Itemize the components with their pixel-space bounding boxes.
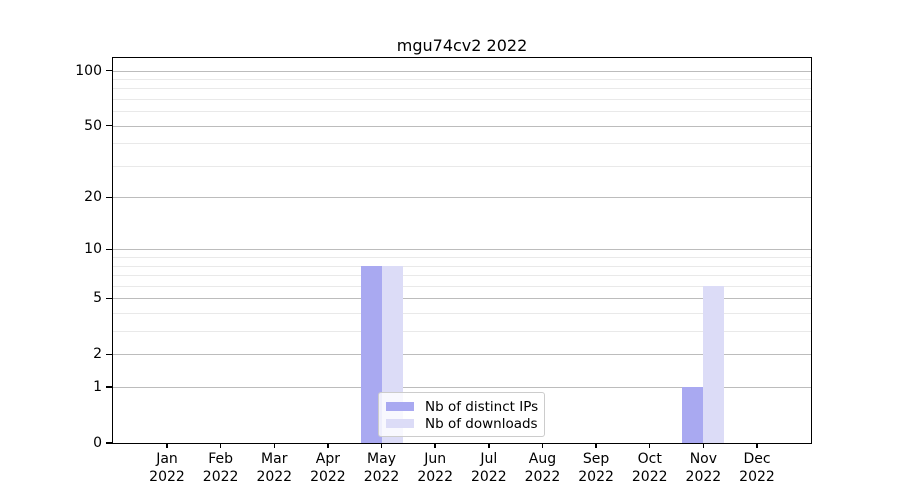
plot-area [112, 57, 812, 444]
x-tick-mark [434, 443, 436, 448]
y-gridline-minor [113, 165, 811, 167]
x-tick-mark [380, 443, 383, 448]
bar-downloads-Nov [703, 285, 725, 443]
x-tick-mark [756, 443, 758, 448]
y-tick-mark [106, 386, 113, 388]
x-tick-label-dec: Dec 2022 [739, 451, 775, 485]
x-tick-mark [219, 443, 222, 448]
plot-content [113, 58, 811, 443]
legend-item-distinct-ips: Nb of distinct IPs [386, 398, 539, 415]
x-tick-mark [273, 443, 276, 448]
y-tick-mark [106, 353, 113, 356]
y-gridline-major [113, 298, 811, 300]
y-tick-label: 50 [84, 117, 102, 134]
x-tick-mark [327, 443, 329, 448]
y-gridline-minor [113, 78, 811, 80]
y-tick-label: 1 [93, 379, 102, 396]
bar-distinct-ips-May [360, 265, 382, 443]
y-gridline-minor [113, 331, 811, 333]
x-tick-label-sep: Sep 2022 [578, 451, 614, 485]
legend-swatch-distinct-ips [386, 402, 414, 411]
x-tick-label-oct: Oct 2022 [631, 451, 668, 485]
y-gridline-minor [113, 111, 811, 113]
x-tick-label-jun: Jun 2022 [417, 451, 453, 485]
legend-label-distinct-ips: Nb of distinct IPs [425, 398, 539, 415]
y-gridline-major [113, 387, 811, 389]
y-tick-label: 100 [75, 62, 102, 79]
y-tick-mark [106, 442, 113, 444]
y-gridline-major [113, 125, 811, 127]
y-tick-mark [106, 248, 113, 251]
y-tick-label: 20 [84, 189, 102, 206]
y-gridline-minor [113, 98, 811, 100]
y-gridline-minor [113, 257, 811, 259]
x-tick-label-apr: Apr 2022 [310, 451, 346, 485]
y-gridline-major [113, 70, 811, 72]
y-gridline-minor [113, 285, 811, 287]
y-tick-mark [106, 297, 113, 300]
y-gridline-minor [113, 265, 811, 267]
bar-distinct-ips-Nov [682, 387, 704, 443]
y-gridline-minor [113, 88, 811, 90]
y-gridline-minor [113, 275, 811, 277]
y-tick-label: 10 [84, 241, 102, 258]
y-tick-mark [106, 196, 113, 199]
y-tick-label: 2 [93, 346, 102, 363]
x-tick-label-jul: Jul 2022 [470, 451, 507, 485]
y-gridline-major [113, 354, 811, 356]
legend-item-downloads: Nb of downloads [386, 415, 538, 432]
x-tick-mark [595, 443, 597, 448]
x-tick-label-nov: Nov 2022 [685, 451, 722, 485]
y-gridline-minor [113, 143, 811, 145]
x-tick-mark [648, 443, 651, 448]
x-tick-label-aug: Aug 2022 [524, 451, 561, 485]
x-tick-mark [702, 443, 705, 448]
y-gridline-major [113, 249, 811, 251]
x-tick-label-mar: Mar 2022 [256, 451, 293, 485]
y-gridline-major [113, 197, 811, 199]
legend-label-downloads: Nb of downloads [425, 415, 538, 432]
legend: Nb of distinct IPs Nb of downloads [378, 392, 545, 437]
chart-title: mgu74cv2 2022 [396, 36, 528, 55]
x-tick-mark [166, 443, 168, 448]
y-gridline-minor [113, 313, 811, 315]
x-tick-label-jan: Jan 2022 [149, 451, 185, 485]
y-tick-mark [106, 69, 113, 72]
y-tick-mark [106, 124, 113, 127]
x-tick-label-feb: Feb 2022 [202, 451, 239, 485]
legend-swatch-downloads [386, 419, 414, 428]
y-tick-label: 5 [93, 290, 102, 307]
x-tick-label-may: May 2022 [363, 451, 400, 485]
x-tick-mark [541, 443, 544, 448]
x-tick-mark [488, 443, 490, 448]
y-tick-label: 0 [93, 435, 102, 451]
